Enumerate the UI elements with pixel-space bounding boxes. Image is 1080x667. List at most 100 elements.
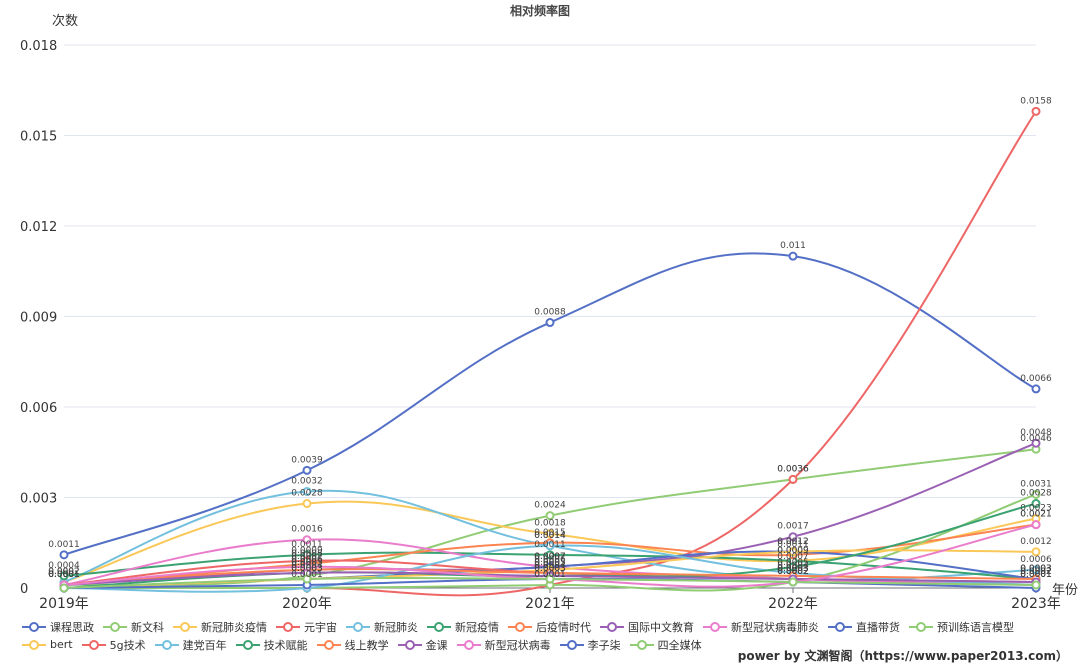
data-point[interactable] [302, 465, 312, 475]
data-point[interactable] [1031, 106, 1041, 116]
legend-item[interactable]: 后疫情时代 [508, 620, 591, 634]
x-tick-label: 2019年 [39, 596, 89, 612]
data-label: 0.0012 [777, 537, 809, 547]
legend-item[interactable]: 新冠肺炎 [346, 620, 418, 634]
data-point[interactable] [1031, 520, 1041, 530]
data-label: 0.0003 [1020, 564, 1052, 574]
data-point[interactable] [788, 474, 798, 484]
data-label: 0.0002 [48, 567, 80, 577]
data-label: 0.0001 [291, 570, 323, 580]
legend-label: 线上教学 [344, 638, 389, 652]
data-label: 0.011 [780, 241, 806, 251]
legend-item[interactable]: 新型冠状病毒肺炎 [703, 620, 819, 634]
data-label: 0.0001 [48, 570, 80, 580]
y-tick-label: 0.003 [20, 492, 57, 507]
data-label: 0.0039 [291, 455, 323, 465]
data-point[interactable] [1031, 547, 1041, 557]
data-label: 0.0021 [1020, 510, 1052, 520]
legend-item[interactable]: 国际中文教育 [600, 620, 694, 634]
data-point[interactable] [788, 577, 798, 587]
data-point[interactable] [545, 511, 555, 521]
data-point[interactable] [545, 550, 555, 560]
data-label: 0.0003 [291, 564, 323, 574]
legend-label: bert [50, 638, 73, 651]
data-label: 0.0006 [1020, 555, 1052, 565]
data-label: 0.0011 [777, 540, 809, 550]
data-label: 0.0031 [1020, 479, 1052, 489]
legend-label: 后疫情时代 [536, 620, 591, 634]
legend-marker-icon [629, 639, 654, 650]
legend-item[interactable]: 直播带货 [828, 620, 900, 634]
legend-marker-icon [316, 639, 341, 650]
data-point[interactable] [545, 318, 555, 328]
legend-marker-icon [427, 621, 451, 632]
data-label: 0.0006 [291, 555, 323, 565]
legend-label: 新冠肺炎疫情 [201, 620, 267, 634]
footer-credit: power by 文渊智阁（https://www.paper2013.com） [737, 649, 1068, 663]
legend-item[interactable]: 新冠疫情 [427, 620, 499, 634]
data-point[interactable] [1031, 565, 1041, 575]
data-point[interactable] [1031, 580, 1041, 590]
data-label: 0.0001 [534, 570, 566, 580]
chart-title: 相对频率图 [509, 4, 570, 18]
data-point[interactable] [302, 562, 312, 572]
data-point[interactable] [788, 251, 798, 261]
y-tick-label: 0.009 [20, 311, 57, 326]
data-point[interactable] [545, 541, 555, 551]
data-point[interactable] [302, 535, 312, 545]
legend-item[interactable]: 建党百年 [154, 638, 227, 652]
data-label: 0.0004 [777, 561, 809, 571]
data-labels: 0.00110.00390.00880.0110.00660.00010.000… [48, 96, 1052, 580]
data-point[interactable] [788, 547, 798, 557]
legend-item[interactable]: 技术赋能 [235, 638, 308, 652]
data-label: 0.0002 [1020, 567, 1052, 577]
data-point[interactable] [302, 574, 312, 584]
data-label: 0.0004 [534, 561, 566, 571]
data-label: 0.0002 [777, 567, 809, 577]
data-point[interactable] [545, 574, 555, 584]
data-label: 0.0001 [48, 570, 80, 580]
y-tick-label: 0 [20, 582, 28, 597]
data-point[interactable] [1031, 489, 1041, 499]
data-point[interactable] [1031, 438, 1041, 448]
legend-item[interactable]: 新型冠状病毒 [456, 638, 551, 652]
legend-item[interactable]: 线上教学 [316, 638, 389, 652]
data-point[interactable] [788, 532, 798, 542]
data-point[interactable] [59, 583, 69, 593]
legend-item[interactable]: 5g技术 [81, 638, 146, 652]
data-point[interactable] [59, 550, 69, 560]
x-axis-label: 年份 [1052, 583, 1079, 598]
legend-marker-icon [909, 621, 933, 632]
data-label: 0.0015 [534, 528, 566, 538]
legend-label: 课程思政 [50, 620, 94, 634]
legend-marker-icon [235, 639, 260, 650]
legend-item[interactable]: bert [22, 638, 73, 651]
y-tick-label: 0.012 [20, 220, 57, 235]
data-point[interactable] [545, 529, 555, 539]
data-point[interactable] [788, 562, 798, 572]
legend-item[interactable]: 预训练语言模型 [909, 620, 1014, 634]
data-point[interactable] [59, 571, 69, 581]
data-point[interactable] [1031, 384, 1041, 394]
legend-item[interactable]: 新冠肺炎疫情 [173, 620, 267, 634]
data-label: 0.0004 [48, 561, 80, 571]
legend-item[interactable]: 元宇宙 [276, 620, 337, 634]
legend-item[interactable]: 课程思政 [22, 620, 94, 634]
data-label: 0.0032 [291, 476, 323, 486]
data-label: 0.0001 [48, 570, 80, 580]
data-label: 0.0005 [291, 558, 323, 568]
data-label: 0.0011 [48, 540, 80, 550]
legend-item[interactable]: 金课 [397, 638, 448, 652]
legend-item[interactable]: 李子柒 [559, 638, 621, 652]
legend-item[interactable]: 四全媒体 [629, 638, 702, 652]
data-point[interactable] [302, 499, 312, 509]
legend: 课程思政 新文科 新冠肺炎疫情 元宇宙 新冠肺炎 新冠疫情 后疫情时代 国际中文教育 新型冠状病… [22, 620, 1072, 656]
data-point[interactable] [1031, 499, 1041, 509]
legend-item[interactable]: 新文科 [103, 620, 164, 634]
legend-marker-icon [508, 621, 532, 632]
data-label: 0.0002 [1020, 567, 1052, 577]
data-label: 0.0001 [48, 570, 80, 580]
data-label: 0.0007 [534, 552, 566, 562]
data-point[interactable] [302, 486, 312, 496]
